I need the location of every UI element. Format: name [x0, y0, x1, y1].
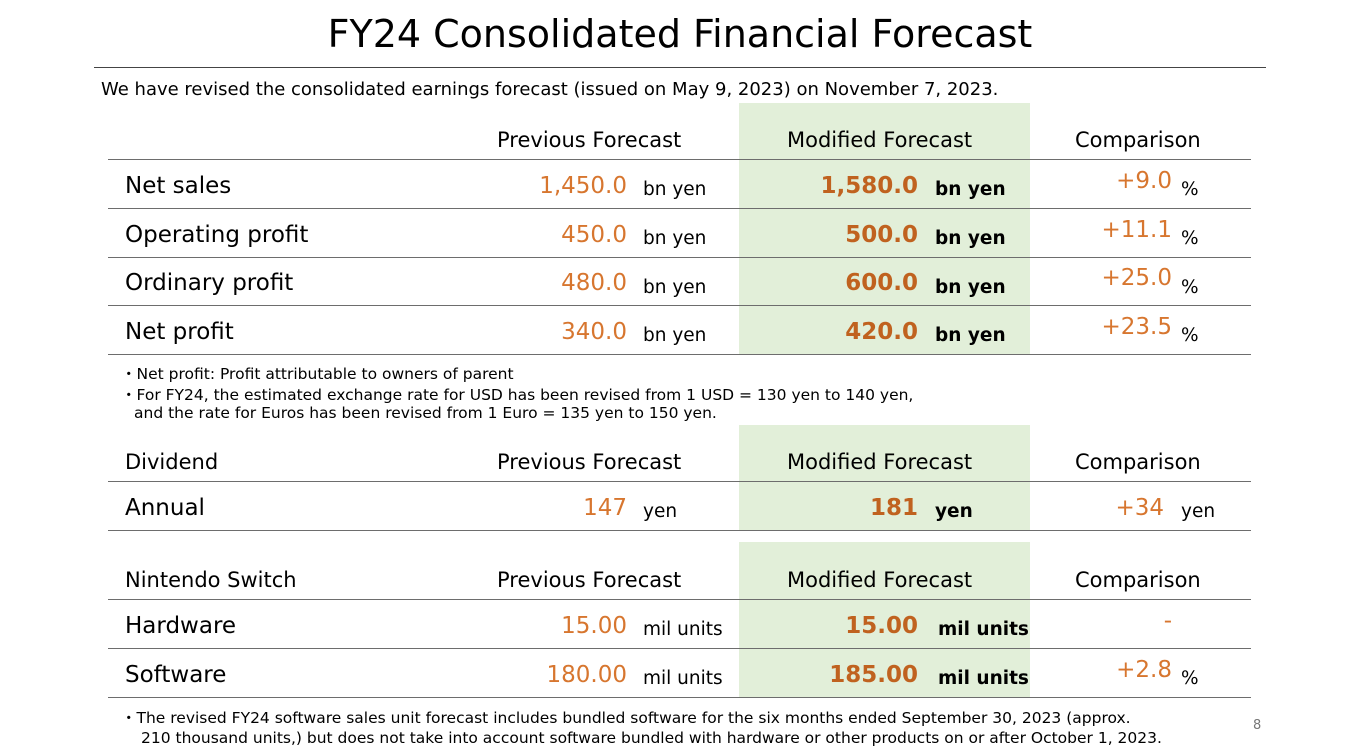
- table-rule: [108, 530, 1251, 531]
- modified-unit: mil units: [938, 619, 1029, 640]
- modified-unit: bn yen: [935, 228, 1006, 249]
- row-label: Net profit: [125, 319, 234, 345]
- comparison-value: +9.0: [1116, 168, 1172, 194]
- header-comparison: Comparison: [1075, 128, 1201, 152]
- row-label: Ordinary profit: [125, 270, 294, 296]
- modified-unit: mil units: [938, 668, 1029, 689]
- previous-value: 480.0: [561, 270, 627, 296]
- header-modified-forecast: Modified Forecast: [787, 568, 973, 592]
- previous-unit: yen: [643, 501, 678, 522]
- intro-text: We have revised the consolidated earning…: [101, 79, 999, 100]
- previous-unit: bn yen: [643, 277, 707, 298]
- comparison-value: +23.5: [1101, 314, 1172, 340]
- modified-value: 181: [869, 495, 918, 521]
- table-rule: [108, 159, 1251, 160]
- row-label: Annual: [125, 495, 205, 521]
- page-number: 8: [1253, 718, 1262, 733]
- financials-note: ・Net profit: Profit attributable to owne…: [121, 365, 514, 383]
- financials-note: and the rate for Euros has been revised …: [134, 404, 717, 422]
- modified-value: 600.0: [845, 270, 918, 296]
- header-previous-forecast: Previous Forecast: [497, 128, 682, 152]
- title-divider: [94, 67, 1266, 68]
- row-label: Net sales: [125, 173, 232, 199]
- previous-value: 1,450.0: [539, 173, 627, 199]
- row-label: Software: [125, 662, 227, 688]
- previous-value: 450.0: [561, 222, 627, 248]
- table-rule: [108, 599, 1251, 600]
- previous-value: 147: [583, 495, 627, 521]
- comparison-unit: yen: [1181, 501, 1216, 522]
- previous-unit: mil units: [643, 619, 723, 640]
- previous-value: 340.0: [561, 319, 627, 345]
- dividend-section-label: Dividend: [125, 450, 219, 474]
- table-rule: [108, 305, 1251, 306]
- modified-column-highlight-dividend: [739, 425, 1030, 530]
- modified-value: 420.0: [845, 319, 918, 345]
- previous-unit: bn yen: [643, 325, 707, 346]
- switch-note: ・The revised FY24 software sales unit fo…: [121, 709, 1131, 727]
- modified-value: 185.00: [829, 662, 918, 688]
- page-title: FY24 Consolidated Financial Forecast: [327, 12, 1033, 56]
- modified-column-highlight-financials: [739, 103, 1030, 354]
- modified-unit: bn yen: [935, 277, 1006, 298]
- modified-column-highlight-switch: [739, 542, 1030, 697]
- comparison-value: +11.1: [1101, 217, 1172, 243]
- row-label: Operating profit: [125, 222, 309, 248]
- comparison-value: +34: [1115, 495, 1164, 521]
- comparison-unit: %: [1181, 228, 1199, 249]
- header-previous-forecast: Previous Forecast: [497, 568, 682, 592]
- modified-value: 1,580.0: [820, 173, 919, 199]
- table-rule: [108, 354, 1251, 355]
- comparison-unit: %: [1181, 325, 1199, 346]
- comparison-value: +25.0: [1101, 265, 1172, 291]
- header-previous-forecast: Previous Forecast: [497, 450, 682, 474]
- comparison-unit: %: [1181, 277, 1199, 298]
- table-rule: [108, 481, 1251, 482]
- comparison-value: +2.8: [1116, 657, 1172, 683]
- financials-note: ・For FY24, the estimated exchange rate f…: [121, 386, 914, 404]
- modified-value: 500.0: [845, 222, 918, 248]
- modified-unit: bn yen: [935, 325, 1006, 346]
- header-comparison: Comparison: [1075, 450, 1201, 474]
- row-label: Hardware: [125, 613, 237, 639]
- table-rule: [108, 697, 1251, 698]
- modified-value: 15.00: [845, 613, 918, 639]
- table-rule: [108, 208, 1251, 209]
- table-rule: [108, 257, 1251, 258]
- modified-unit: bn yen: [935, 179, 1006, 200]
- comparison-value: -: [1163, 608, 1172, 634]
- header-modified-forecast: Modified Forecast: [787, 128, 973, 152]
- switch-section-label: Nintendo Switch: [125, 568, 297, 592]
- previous-value: 15.00: [561, 613, 627, 639]
- previous-unit: bn yen: [643, 179, 707, 200]
- switch-note: 210 thousand units,) but does not take i…: [141, 729, 1162, 747]
- comparison-unit: %: [1181, 668, 1199, 689]
- previous-value: 180.00: [546, 662, 627, 688]
- modified-unit: yen: [935, 501, 973, 522]
- header-modified-forecast: Modified Forecast: [787, 450, 973, 474]
- previous-unit: bn yen: [643, 228, 707, 249]
- comparison-unit: %: [1181, 179, 1199, 200]
- table-rule: [108, 648, 1251, 649]
- header-comparison: Comparison: [1075, 568, 1201, 592]
- previous-unit: mil units: [643, 668, 723, 689]
